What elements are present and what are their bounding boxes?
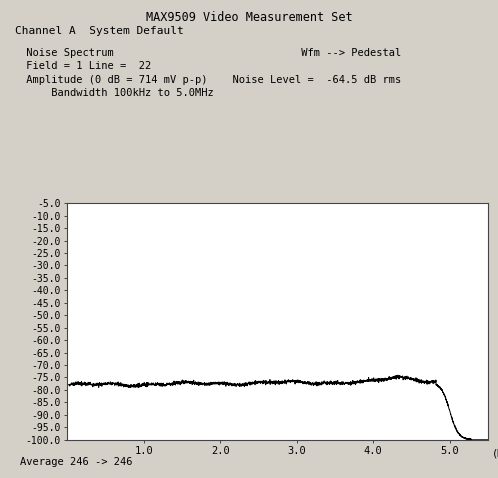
Text: Average 246 -> 246: Average 246 -> 246 xyxy=(20,457,132,467)
Text: MAX9509 Video Measurement Set: MAX9509 Video Measurement Set xyxy=(146,11,352,23)
Text: Bandwidth 100kHz to 5.0MHz: Bandwidth 100kHz to 5.0MHz xyxy=(20,88,214,98)
Text: Amplitude (0 dB = 714 mV p-p)    Noise Level =  -64.5 dB rms: Amplitude (0 dB = 714 mV p-p) Noise Leve… xyxy=(20,75,401,85)
Text: (MHz): (MHz) xyxy=(492,448,498,458)
Text: Noise Spectrum                              Wfm --> Pedestal: Noise Spectrum Wfm --> Pedestal xyxy=(20,48,401,58)
Text: Channel A  System Default: Channel A System Default xyxy=(15,26,184,36)
Text: Field = 1 Line =  22: Field = 1 Line = 22 xyxy=(20,61,151,71)
